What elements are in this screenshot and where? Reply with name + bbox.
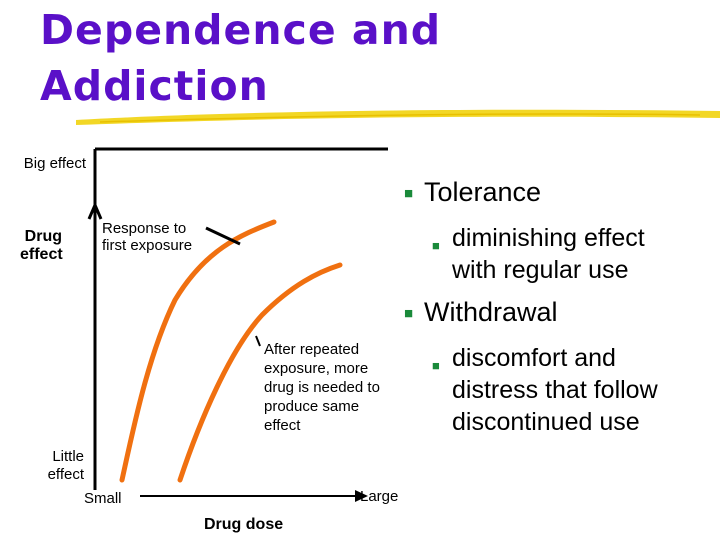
title-underline [76, 109, 720, 125]
bullet-square-icon: ■ [404, 304, 414, 322]
y-axis-top-label: Big effect [23, 155, 86, 172]
slide-title: Dependence and Addiction [40, 6, 442, 110]
bullet-list: ■ Tolerance ■ diminishing effect with regu… [404, 176, 716, 438]
x-axis-title: Drug dose [204, 516, 284, 533]
pointer-repeated-exposure [255, 335, 261, 347]
bullet-square-icon: ■ [432, 237, 440, 253]
bullet-tolerance: ■ Tolerance [404, 176, 716, 210]
y-axis-title: Drug effect [20, 228, 63, 263]
x-axis-arrowhead [355, 490, 368, 502]
annotation-first-exposure: Response to first exposure [102, 220, 193, 254]
sub-bullet-tolerance: ■ diminishing effect with regular use [432, 223, 645, 284]
x-axis-left-label: Small [84, 490, 122, 507]
x-axis-right-label: Large [360, 488, 399, 505]
bullet-withdrawal: ■ Withdrawal [404, 296, 716, 330]
y-axis-bottom-label: Little effect [47, 448, 84, 483]
curve-first-exposure [119, 219, 277, 483]
title-underline-streak [99, 113, 701, 123]
bullet-square-icon: ■ [404, 184, 414, 202]
bullet-square-icon: ■ [432, 357, 440, 373]
curve-repeated-exposure [177, 262, 343, 483]
sub-bullet-withdrawal: ■ discomfort and distress that follow dis… [432, 343, 658, 436]
pointer-first-exposure [205, 226, 241, 246]
annotation-repeated-exposure: After repeated exposure, more drug is ne… [264, 341, 380, 434]
